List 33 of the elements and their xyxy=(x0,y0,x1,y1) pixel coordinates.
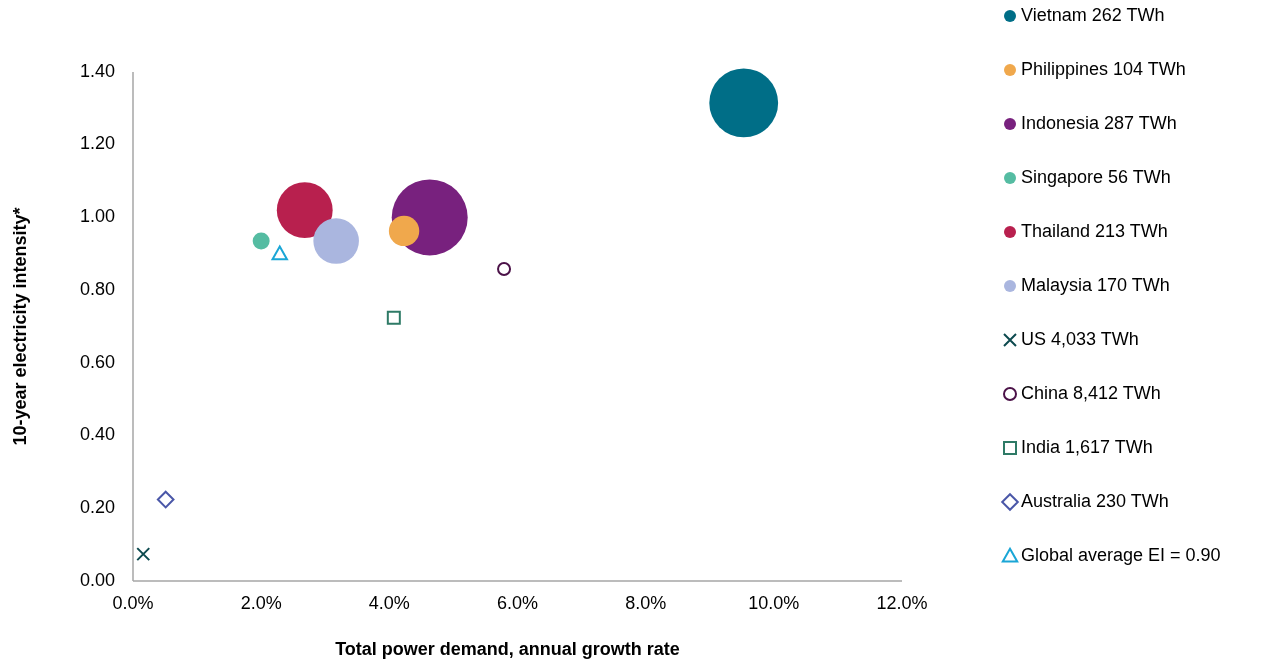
x-axis-title: Total power demand, annual growth rate xyxy=(335,639,680,659)
legend-label: Philippines 104 TWh xyxy=(1021,58,1186,79)
y-axis-title: 10-year electricity intensity* xyxy=(10,207,30,446)
y-tick-label: 0.20 xyxy=(79,497,115,518)
point xyxy=(497,262,512,277)
legend-label: Australia 230 TWh xyxy=(1021,490,1169,511)
legend-label: Thailand 213 TWh xyxy=(1021,220,1168,241)
legend-label: US 4,033 TWh xyxy=(1021,328,1139,349)
legend-label: India 1,617 TWh xyxy=(1021,436,1153,457)
y-tick-label: 1.20 xyxy=(79,133,115,154)
legend-label: Malaysia 170 TWh xyxy=(1021,274,1170,295)
point xyxy=(386,310,401,325)
y-tick-label: 0.00 xyxy=(79,569,115,590)
legend-label: Indonesia 287 TWh xyxy=(1021,112,1177,133)
legend-label: Vietnam 262 TWh xyxy=(1021,4,1165,25)
x-tick-label: 6.0% xyxy=(496,593,539,613)
y-tick-label: 1.00 xyxy=(79,206,115,227)
point xyxy=(156,490,175,509)
legend-label: Global average EI = 0.90 xyxy=(1021,544,1221,565)
x-tick-label: 0.0% xyxy=(112,593,154,613)
x-tick-label: 4.0% xyxy=(368,593,410,613)
y-tick-label: 0.60 xyxy=(79,351,115,372)
y-tick-label: 0.80 xyxy=(79,278,115,299)
x-tick-label: 8.0% xyxy=(625,593,667,613)
point xyxy=(136,547,151,562)
x-tick-label: 10.0% xyxy=(748,593,800,613)
x-tick-label: 12.0% xyxy=(876,593,928,613)
y-tick-label: 1.40 xyxy=(79,60,115,81)
point xyxy=(271,245,288,261)
y-tick-label: 0.40 xyxy=(79,424,115,445)
legend-label: Singapore 56 TWh xyxy=(1021,166,1171,187)
legend-label: China 8,412 TWh xyxy=(1021,382,1161,403)
x-tick-label: 2.0% xyxy=(240,593,282,613)
